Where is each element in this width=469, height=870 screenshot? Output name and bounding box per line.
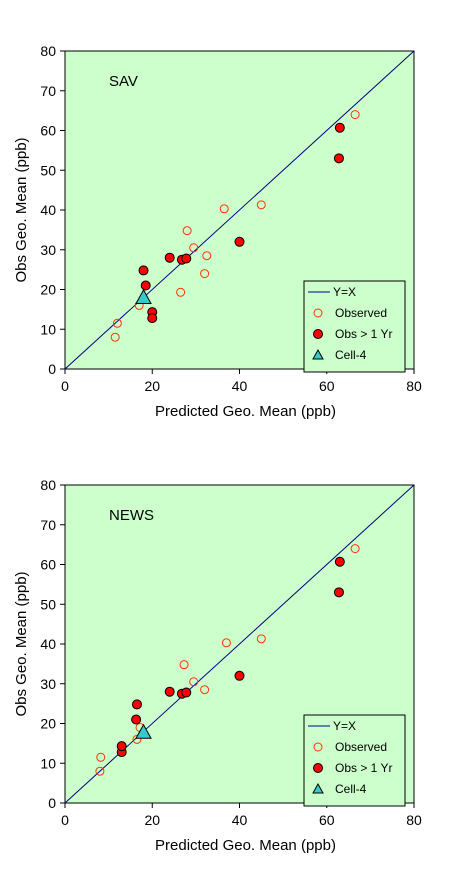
legend-swatch-cell-4 bbox=[312, 782, 324, 794]
data-point-observed bbox=[350, 544, 360, 554]
legend-label: Observed bbox=[335, 740, 387, 754]
x-axis-label: Predicted Geo. Mean (ppb) bbox=[155, 403, 336, 420]
data-point-observed bbox=[182, 226, 192, 236]
y-tick-label: 50 bbox=[40, 162, 56, 178]
y-tick-label: 20 bbox=[40, 282, 56, 298]
data-point-observed bbox=[176, 287, 186, 297]
x-tick-label: 20 bbox=[144, 812, 160, 828]
x-tick-label: 40 bbox=[232, 378, 248, 394]
legend-label: Cell-4 bbox=[335, 348, 367, 362]
data-point-observed bbox=[179, 660, 189, 670]
y-tick-label: 70 bbox=[40, 83, 56, 99]
data-point-obs-gt-1yr bbox=[138, 265, 149, 276]
legend-label: Observed bbox=[335, 306, 387, 320]
x-axis-label: Predicted Geo. Mean (ppb) bbox=[155, 837, 336, 854]
chart-title: NEWS bbox=[109, 507, 154, 524]
data-point-observed bbox=[221, 638, 231, 648]
data-point-obs-gt-1yr bbox=[333, 153, 344, 164]
data-point-obs-gt-1yr bbox=[140, 280, 151, 291]
data-point-cell-4 bbox=[135, 288, 152, 304]
y-axis-label: Obs Geo. Mean (ppb) bbox=[13, 571, 30, 716]
data-point-obs-gt-1yr bbox=[181, 253, 192, 264]
data-point-obs-gt-1yr bbox=[181, 687, 192, 698]
y-tick-label: 30 bbox=[40, 676, 56, 692]
data-point-observed bbox=[202, 251, 212, 261]
y-tick-label: 0 bbox=[48, 361, 56, 377]
legend: Y=X Observed Obs > 1 Yr Cell-4 bbox=[303, 280, 406, 373]
y-tick-label: 70 bbox=[40, 517, 56, 533]
data-point-observed bbox=[112, 318, 122, 328]
data-point-obs-gt-1yr bbox=[334, 556, 345, 567]
y-tick-label: 80 bbox=[40, 43, 56, 59]
legend-swatch-observed bbox=[313, 742, 323, 752]
data-point-observed bbox=[256, 634, 266, 644]
data-point-obs-gt-1yr bbox=[164, 252, 175, 263]
data-point-obs-gt-1yr bbox=[147, 313, 158, 324]
y-tick-label: 40 bbox=[40, 202, 56, 218]
data-point-observed bbox=[189, 243, 199, 253]
data-point-observed bbox=[200, 269, 210, 279]
y-tick-label: 10 bbox=[40, 321, 56, 337]
y-tick-label: 60 bbox=[40, 557, 56, 573]
legend-swatch-obs-gt-1yr bbox=[313, 329, 323, 339]
x-tick-label: 0 bbox=[61, 812, 69, 828]
y-tick-label: 10 bbox=[40, 755, 56, 771]
data-point-obs-gt-1yr bbox=[333, 587, 344, 598]
legend-label: Obs > 1 Yr bbox=[335, 761, 392, 775]
series-line-yx bbox=[64, 50, 415, 370]
data-point-obs-gt-1yr bbox=[131, 699, 142, 710]
x-tick-label: 60 bbox=[319, 812, 335, 828]
x-tick-label: 40 bbox=[232, 812, 248, 828]
data-point-observed bbox=[189, 677, 199, 687]
y-tick-label: 50 bbox=[40, 596, 56, 612]
data-point-obs-gt-1yr bbox=[234, 236, 245, 247]
y-axis-label: Obs Geo. Mean (ppb) bbox=[13, 137, 30, 282]
x-tick-label: 80 bbox=[406, 812, 422, 828]
legend-swatch-obs-gt-1yr bbox=[313, 763, 323, 773]
legend: Y=X Observed Obs > 1 Yr Cell-4 bbox=[303, 714, 406, 807]
legend-swatch-cell-4 bbox=[312, 348, 324, 360]
data-point-observed bbox=[132, 734, 142, 744]
x-tick-label: 80 bbox=[406, 378, 422, 394]
data-point-observed bbox=[200, 685, 210, 695]
chart-panel-1: 0 10 20 30 40 50 60 70 80 0 20 40 60 80 Predicted Geo.… bbox=[13, 43, 422, 420]
y-tick-label: 20 bbox=[40, 716, 56, 732]
y-tick-label: 0 bbox=[48, 795, 56, 811]
legend-label: Y=X bbox=[333, 719, 356, 733]
data-point-obs-gt-1yr bbox=[164, 686, 175, 697]
y-tick-label: 40 bbox=[40, 636, 56, 652]
legend-label: Y=X bbox=[333, 285, 356, 299]
chart-title: SAV bbox=[109, 73, 138, 90]
data-point-observed bbox=[256, 200, 266, 210]
y-tick-label: 80 bbox=[40, 477, 56, 493]
legend-label: Obs > 1 Yr bbox=[335, 327, 392, 341]
data-point-observed bbox=[350, 110, 360, 120]
x-tick-label: 20 bbox=[144, 378, 160, 394]
y-tick-label: 30 bbox=[40, 242, 56, 258]
chart-panel-2: 0 10 20 30 40 50 60 70 80 0 20 40 60 80 Predicted Geo.… bbox=[13, 477, 422, 854]
data-point-obs-gt-1yr bbox=[131, 714, 142, 725]
data-point-cell-4 bbox=[135, 723, 152, 739]
data-point-obs-gt-1yr bbox=[334, 122, 345, 133]
x-tick-label: 0 bbox=[61, 378, 69, 394]
data-point-observed bbox=[219, 204, 229, 214]
legend-swatch-observed bbox=[313, 308, 323, 318]
legend-label: Cell-4 bbox=[335, 782, 367, 796]
data-point-obs-gt-1yr bbox=[116, 741, 127, 752]
y-tick-label: 60 bbox=[40, 123, 56, 139]
data-point-observed bbox=[96, 752, 106, 762]
data-point-observed bbox=[110, 332, 120, 342]
data-point-observed bbox=[95, 766, 105, 776]
x-tick-label: 60 bbox=[319, 378, 335, 394]
data-point-obs-gt-1yr bbox=[234, 670, 245, 681]
